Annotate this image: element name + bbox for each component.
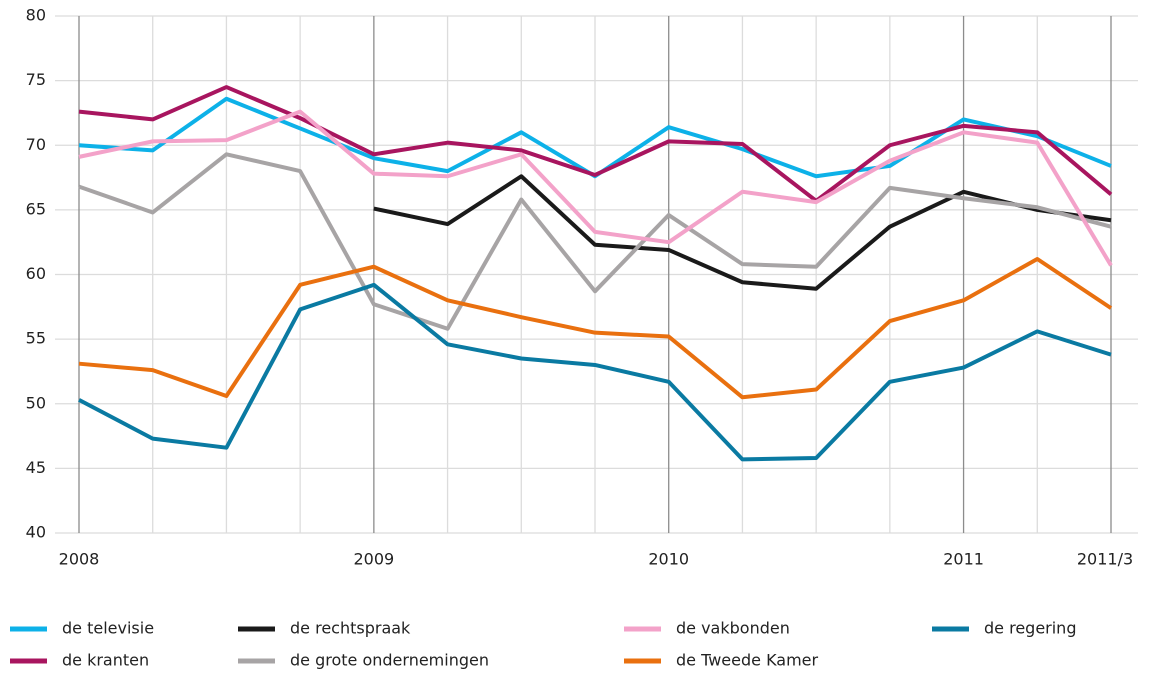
series-line <box>373 174 1112 291</box>
series-line <box>78 85 1113 203</box>
series-line <box>78 152 1112 331</box>
series-line <box>78 256 1113 400</box>
legend-label: de Tweede Kamer <box>676 651 819 670</box>
legend-label: de rechtspraak <box>290 619 411 638</box>
x-tick-label: 2011/3 <box>1077 550 1133 569</box>
legend-label: de televisie <box>62 619 154 638</box>
y-tick-label: 60 <box>26 264 46 283</box>
legend-label: de grote ondernemingen <box>290 651 489 670</box>
legend-label: de kranten <box>62 651 149 670</box>
x-tick-label: 2010 <box>648 550 689 569</box>
y-tick-label: 75 <box>26 70 46 89</box>
y-tick-label: 50 <box>26 393 46 412</box>
y-tick-label: 45 <box>26 458 46 477</box>
x-tick-label: 2009 <box>353 550 394 569</box>
y-tick-label: 55 <box>26 329 46 348</box>
y-tick-label: 70 <box>26 135 46 154</box>
series-line <box>78 282 1112 462</box>
y-tick-label: 65 <box>26 199 46 218</box>
legend-label: de regering <box>984 619 1076 638</box>
legend-label: de vakbonden <box>676 619 790 638</box>
series-line <box>78 109 1113 267</box>
y-tick-label: 80 <box>26 6 46 25</box>
x-tick-label: 2011 <box>943 550 984 569</box>
x-tick-label: 2008 <box>59 550 100 569</box>
y-tick-label: 40 <box>26 523 46 542</box>
